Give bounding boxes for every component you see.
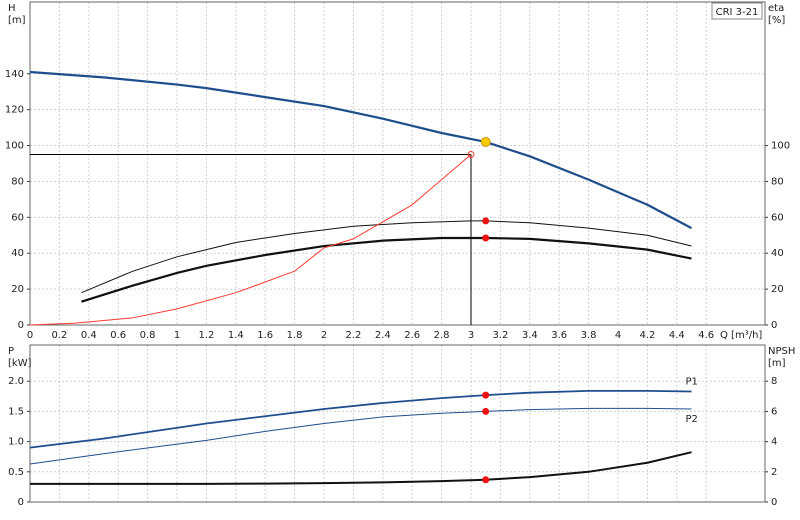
- y2-tick-label: 0: [771, 497, 777, 508]
- x-tick-label: 2.4: [375, 330, 391, 341]
- x-tick-label: 0.6: [110, 330, 126, 341]
- series-line: [81, 220, 692, 294]
- x-tick-label: 4.6: [698, 330, 714, 341]
- x-tick-label: 3.4: [522, 330, 538, 341]
- y2-tick-label: 8: [771, 376, 777, 387]
- series-label: P2: [686, 414, 698, 425]
- y-axis-label: H: [8, 3, 16, 14]
- x-tick-label: 1.8: [287, 330, 303, 341]
- x-tick-label: 3.2: [492, 330, 508, 341]
- operating-point: [480, 136, 491, 147]
- y-tick-label: 0.5: [8, 467, 24, 478]
- y-tick-label: 100: [5, 141, 24, 152]
- x-tick-label: 2: [321, 330, 327, 341]
- plot-frame: [29, 344, 766, 503]
- x-tick-label: 4: [615, 330, 621, 341]
- y-tick-label: 1.5: [8, 406, 24, 417]
- reference-point: [467, 151, 475, 159]
- y-tick-label: 120: [5, 105, 24, 116]
- y-tick-label: 0: [18, 497, 24, 508]
- y2-axis-label: [%]: [768, 15, 785, 26]
- plot-frame: [29, 1, 766, 326]
- x-tick-label: 1.4: [228, 330, 244, 341]
- legend-box: [711, 2, 763, 20]
- y-tick-label: 0: [18, 320, 24, 331]
- x-tick-label: 0.8: [140, 330, 156, 341]
- y2-tick-label: 6: [771, 406, 777, 417]
- series-line: [81, 236, 692, 303]
- series-line: [29, 407, 692, 465]
- x-tick-label: 4.4: [669, 330, 685, 341]
- y2-tick-label: 40: [771, 248, 784, 259]
- y-axis-label: [kW]: [8, 358, 32, 369]
- y2-tick-label: 100: [771, 141, 790, 152]
- x-tick-label: 0: [27, 330, 33, 341]
- y-tick-label: 140: [5, 69, 24, 80]
- series-line: [29, 389, 692, 449]
- operating-point: [482, 476, 490, 484]
- x-tick-label: 3: [468, 330, 474, 341]
- x-tick-label: 2.6: [404, 330, 420, 341]
- y-tick-label: 2.0: [8, 376, 24, 387]
- y2-tick-label: 60: [771, 212, 784, 223]
- operating-point: [482, 217, 490, 225]
- x-tick-label: 0.4: [81, 330, 97, 341]
- x-tick-label: 2.8: [434, 330, 450, 341]
- x-tick-label: 3.6: [551, 330, 567, 341]
- y2-tick-label: 20: [771, 284, 784, 295]
- y-tick-label: 80: [11, 176, 24, 187]
- y-axis-label: P: [8, 346, 14, 357]
- x-tick-label: 1: [174, 330, 180, 341]
- x-axis-label: Q [m³/h]: [720, 330, 762, 341]
- series-line: [29, 70, 693, 230]
- x-tick-label: 1.6: [257, 330, 273, 341]
- series-line: [29, 154, 472, 326]
- series-label: P1: [686, 376, 698, 387]
- y-axis-label: [m]: [8, 15, 26, 26]
- x-tick-label: 3.8: [581, 330, 597, 341]
- y-tick-label: 40: [11, 248, 24, 259]
- x-tick-label: 1.2: [198, 330, 214, 341]
- y2-axis-label: NPSH: [768, 346, 795, 357]
- x-tick-label: 2.2: [345, 330, 361, 341]
- operating-point: [482, 234, 490, 242]
- y2-tick-label: 0: [771, 320, 777, 331]
- operating-point: [482, 407, 490, 415]
- y-tick-label: 60: [11, 212, 24, 223]
- y-tick-label: 20: [11, 284, 24, 295]
- y2-tick-label: 2: [771, 467, 777, 478]
- y2-axis-label: [m]: [768, 358, 786, 369]
- y-tick-label: 1.0: [8, 437, 24, 448]
- x-tick-label: 0.2: [51, 330, 67, 341]
- operating-point: [482, 391, 490, 399]
- y2-axis-label: eta: [768, 3, 784, 14]
- legend-text: CRI 3-21: [716, 7, 759, 18]
- series-line: [30, 451, 692, 485]
- x-tick-label: 4.2: [639, 330, 655, 341]
- y2-tick-label: 80: [771, 176, 784, 187]
- y2-tick-label: 4: [771, 437, 777, 448]
